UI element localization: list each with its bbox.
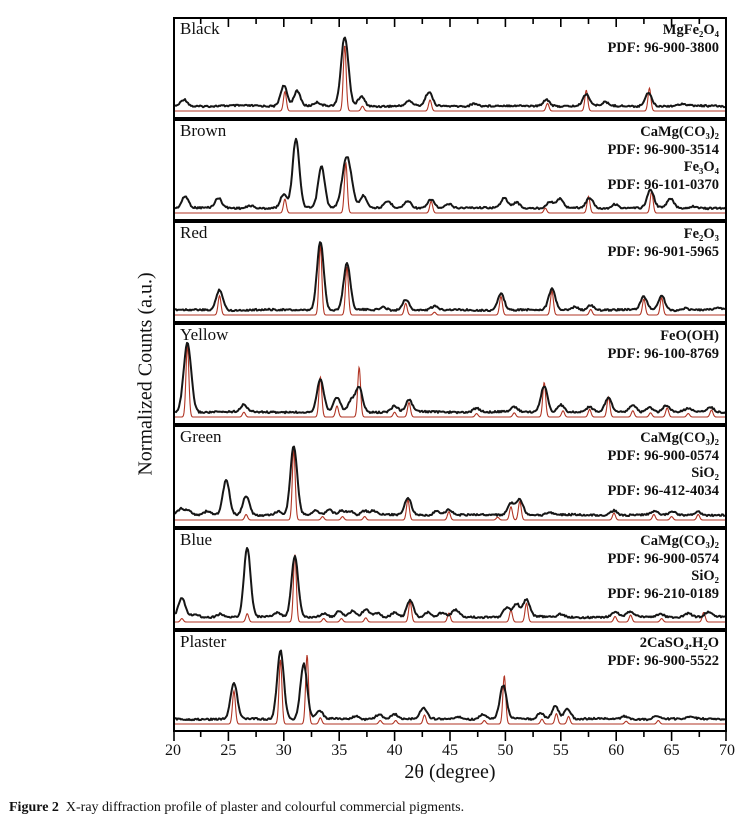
sample-curve bbox=[174, 137, 726, 211]
panel-phase-labels: CaMg(CO₃)₂ PDF: 96-900-0574 SiO₂ PDF: 96-21… bbox=[607, 533, 719, 603]
xrd-plot-area bbox=[173, 119, 727, 221]
x-axis-tick-label: 55 bbox=[552, 742, 569, 759]
panel-phase-labels: Fe₂O₃ PDF: 96-901-5965 bbox=[607, 226, 719, 261]
panel-phase-labels: FeO(OH) PDF: 96-100-8769 bbox=[607, 328, 719, 363]
reference-curve bbox=[175, 161, 725, 214]
x-axis-tick-label: 65 bbox=[663, 742, 680, 759]
phase-formula: CaMg(CO₃)₂ bbox=[640, 533, 719, 549]
phase-pdf-number: PDF: 96-900-5522 bbox=[607, 652, 719, 669]
phase-formula: Fe₃O₄ bbox=[683, 159, 719, 175]
panel-border bbox=[173, 17, 727, 119]
phase-pdf-number: PDF: 96-101-0370 bbox=[607, 176, 719, 193]
xrd-panel-yellow: Yellow FeO(OH) PDF: 96-100-8769 bbox=[173, 323, 727, 425]
sample-curve bbox=[174, 341, 726, 415]
phase-pdf-number: PDF: 96-900-3514 bbox=[607, 141, 719, 158]
xrd-panel-plaster: Plaster 2CaSO₄.H₂O PDF: 96-900-5522 bbox=[173, 630, 727, 732]
xrd-plot-area bbox=[173, 528, 727, 630]
panel-label: Brown bbox=[180, 121, 227, 140]
phase-formula: 2CaSO₄.H₂O bbox=[639, 635, 719, 651]
phase-formula: CaMg(CO₃)₂ bbox=[640, 124, 719, 140]
phase-pdf-number: PDF: 96-412-4034 bbox=[607, 482, 719, 499]
x-axis-tick-label: 25 bbox=[220, 742, 237, 759]
panel-label: Plaster bbox=[180, 632, 227, 651]
xrd-plot-area bbox=[173, 323, 727, 425]
sample-curve bbox=[174, 445, 726, 518]
x-axis-tick-label: 45 bbox=[442, 742, 458, 759]
panel-border bbox=[173, 528, 727, 630]
x-axis-ticks bbox=[173, 732, 727, 741]
x-axis-tick-label: 30 bbox=[275, 742, 292, 759]
phase-pdf-number: PDF: 96-100-8769 bbox=[607, 345, 719, 362]
phase-formula: SiO₂ bbox=[691, 465, 719, 481]
phase-pdf-number: PDF: 96-901-5965 bbox=[607, 243, 719, 260]
phase-formula: CaMg(CO₃)₂ bbox=[640, 430, 719, 446]
phase-formula: SiO₂ bbox=[691, 568, 719, 584]
x-axis-tick-label: 50 bbox=[497, 742, 514, 759]
x-axis-tick-label: 20 bbox=[165, 742, 181, 759]
x-axis-tick-label: 70 bbox=[719, 742, 735, 759]
reference-curve bbox=[175, 449, 725, 521]
phase-formula: FeO(OH) bbox=[660, 328, 719, 344]
caption-label: Figure 2 bbox=[9, 800, 59, 815]
sample-curve bbox=[174, 241, 726, 313]
sample-curve bbox=[174, 547, 726, 620]
panel-label: Red bbox=[180, 223, 208, 242]
x-axis-tick-label: 40 bbox=[386, 742, 403, 759]
panel-label: Black bbox=[180, 19, 220, 38]
reference-curve bbox=[175, 45, 725, 112]
panel-phase-labels: CaMg(CO₃)₂ PDF: 96-900-3514 Fe₃O₄ PDF: 96-1… bbox=[607, 124, 719, 194]
figure-caption: Figure 2 X-ray diffraction profile of pla… bbox=[9, 799, 729, 816]
reference-curve bbox=[175, 244, 725, 316]
y-axis-title: Normalized Counts (a.u.) bbox=[134, 272, 157, 476]
panel-border bbox=[173, 323, 727, 425]
phase-pdf-number: PDF: 96-900-0574 bbox=[607, 447, 719, 464]
panel-label: Yellow bbox=[180, 325, 229, 344]
sample-curve bbox=[174, 36, 726, 109]
panel-phase-labels: MgFe₂O₄ PDF: 96-900-3800 bbox=[607, 22, 719, 57]
xrd-plot-area bbox=[173, 17, 727, 119]
panel-border bbox=[173, 221, 727, 323]
xrd-panel-blue: Blue CaMg(CO₃)₂ PDF: 96-900-0574 SiO₂ PDF: 9… bbox=[173, 528, 727, 630]
x-axis-tick-label: 35 bbox=[331, 742, 348, 759]
xrd-panel-black: Black MgFe₂O₄ PDF: 96-900-3800 bbox=[173, 17, 727, 119]
xrd-plot-area bbox=[173, 630, 727, 732]
phase-formula: Fe₂O₃ bbox=[683, 226, 719, 242]
xrd-panel-brown: Brown CaMg(CO₃)₂ PDF: 96-900-3514 Fe₃O₄ PDF:… bbox=[173, 119, 727, 221]
phase-pdf-number: PDF: 96-900-0574 bbox=[607, 550, 719, 567]
reference-curve bbox=[175, 655, 725, 725]
panel-border bbox=[173, 630, 727, 732]
panel-border bbox=[173, 425, 727, 528]
xrd-plot-area bbox=[173, 221, 727, 323]
reference-curve bbox=[175, 345, 725, 418]
caption-text: X-ray diffraction profile of plaster and… bbox=[65, 800, 465, 815]
x-axis-title: 2θ (degree) bbox=[404, 761, 496, 783]
phase-formula: MgFe₂O₄ bbox=[662, 22, 719, 38]
panel-border bbox=[173, 119, 727, 221]
panel-phase-labels: CaMg(CO₃)₂ PDF: 96-900-0574 SiO₂ PDF: 96-41… bbox=[607, 430, 719, 500]
phase-pdf-number: PDF: 96-900-3800 bbox=[607, 39, 719, 56]
panel-label: Blue bbox=[180, 530, 213, 549]
xrd-plot-area bbox=[173, 425, 727, 528]
panel-label: Green bbox=[180, 427, 222, 446]
xrd-panel-red: Red Fe₂O₃ PDF: 96-901-5965 bbox=[173, 221, 727, 323]
xrd-panel-green: Green CaMg(CO₃)₂ PDF: 96-900-0574 SiO₂ PDF: … bbox=[173, 425, 727, 528]
phase-pdf-number: PDF: 96-210-0189 bbox=[607, 585, 719, 602]
x-axis-tick-label: 60 bbox=[608, 742, 625, 759]
sample-curve bbox=[175, 649, 726, 722]
panel-phase-labels: 2CaSO₄.H₂O PDF: 96-900-5522 bbox=[607, 635, 719, 670]
